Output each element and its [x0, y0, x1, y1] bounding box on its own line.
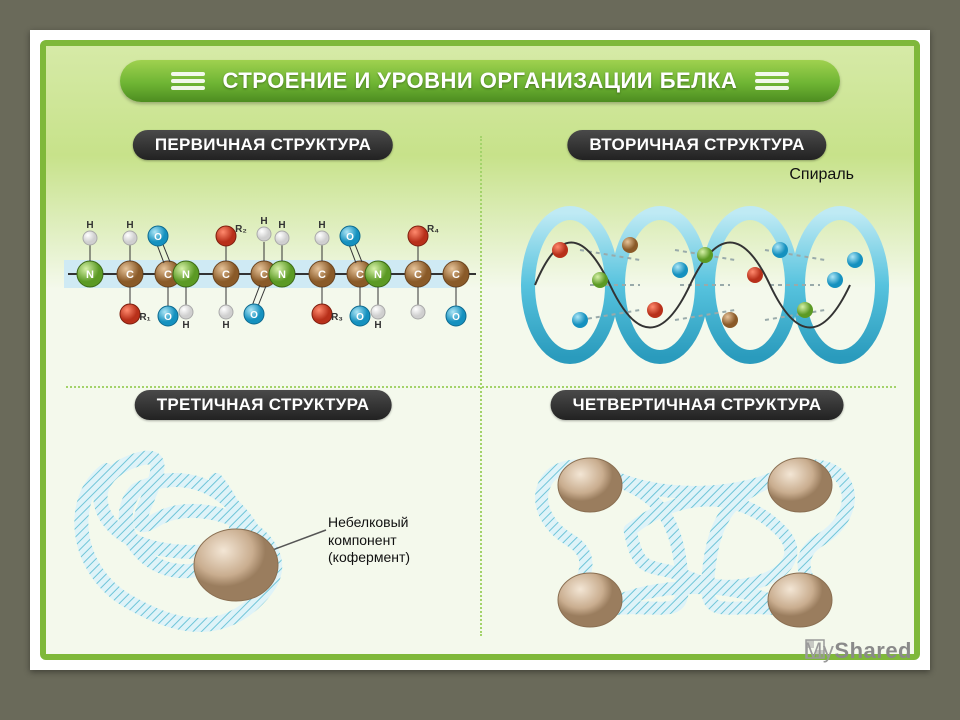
title-banner: СТРОЕНИЕ И УРОВНИ ОРГАНИЗАЦИИ БЕЛКА — [120, 60, 840, 102]
svg-text:O: O — [356, 312, 364, 323]
chain: N H C R₁ H C O O — [68, 216, 476, 331]
svg-text:C: C — [452, 269, 460, 281]
quadrant-grid: ПЕРВИЧНАЯ СТРУКТУРА — [46, 126, 914, 646]
svg-text:R₄: R₄ — [427, 224, 439, 235]
svg-text:H: H — [86, 220, 93, 231]
svg-text:H: H — [374, 320, 381, 331]
quadrant-quaternary: ЧЕТВЕРТИЧНАЯ СТРУКТУРА — [480, 386, 914, 646]
quadrant-tertiary: ТРЕТИЧНАЯ СТРУКТУРА — [46, 386, 480, 646]
header-primary: ПЕРВИЧНАЯ СТРУКТУРА — [133, 130, 393, 160]
svg-text:N: N — [86, 269, 94, 281]
quaternary-structure-diagram — [480, 430, 910, 645]
svg-text:H: H — [278, 220, 285, 231]
svg-text:C: C — [414, 269, 422, 281]
quadrant-primary: ПЕРВИЧНАЯ СТРУКТУРА — [46, 126, 480, 386]
svg-text:N: N — [278, 269, 286, 281]
svg-text:H: H — [318, 220, 325, 231]
svg-text:R₂: R₂ — [235, 224, 247, 235]
svg-text:H: H — [260, 216, 267, 227]
svg-text:C: C — [318, 269, 326, 281]
svg-text:H: H — [126, 220, 133, 231]
watermark-icon — [804, 638, 826, 660]
svg-text:C: C — [260, 269, 268, 281]
poster-frame: СТРОЕНИЕ И УРОВНИ ОРГАНИЗАЦИИ БЕЛКА ПЕРВ… — [40, 40, 920, 660]
svg-text:H: H — [182, 320, 189, 331]
header-secondary: ВТОРИЧНАЯ СТРУКТУРА — [567, 130, 826, 160]
primary-body: N H C R₁ H C O O — [46, 170, 480, 380]
header-tertiary: ТРЕТИЧНАЯ СТРУКТУРА — [135, 390, 392, 420]
tertiary-body: Небелковый компонент (кофермент) — [46, 430, 480, 640]
presentation-stage: СТРОЕНИЕ И УРОВНИ ОРГАНИЗАЦИИ БЕЛКА ПЕРВ… — [30, 30, 930, 670]
quadrant-secondary: ВТОРИЧНАЯ СТРУКТУРА Спираль — [480, 126, 914, 386]
watermark-right: Shared — [834, 638, 912, 663]
primary-structure-diagram: N H C R₁ H C O O — [46, 170, 476, 380]
svg-text:O: O — [154, 232, 162, 243]
svg-text:R₁: R₁ — [139, 312, 150, 323]
banner-stripes-right — [755, 72, 789, 90]
quaternary-body — [480, 430, 914, 640]
header-quaternary: ЧЕТВЕРТИЧНАЯ СТРУКТУРА — [551, 390, 844, 420]
svg-text:N: N — [374, 269, 382, 281]
svg-text:O: O — [346, 232, 354, 243]
svg-text:H: H — [222, 320, 229, 331]
svg-text:O: O — [452, 312, 460, 323]
svg-text:C: C — [126, 269, 134, 281]
svg-text:O: O — [250, 310, 258, 321]
svg-text:C: C — [164, 269, 172, 281]
banner-stripes-left — [171, 72, 205, 90]
tertiary-caption: Небелковый компонент (кофермент) — [328, 514, 410, 567]
svg-text:O: O — [164, 312, 172, 323]
svg-text:R₃: R₃ — [331, 312, 343, 323]
tertiary-structure-diagram — [46, 430, 476, 645]
main-title: СТРОЕНИЕ И УРОВНИ ОРГАНИЗАЦИИ БЕЛКА — [223, 68, 738, 94]
svg-text:C: C — [222, 269, 230, 281]
secondary-structure-diagram — [480, 170, 910, 380]
secondary-body — [480, 170, 914, 380]
svg-text:C: C — [356, 269, 364, 281]
svg-text:N: N — [182, 269, 190, 281]
watermark: MyShared — [804, 638, 912, 664]
